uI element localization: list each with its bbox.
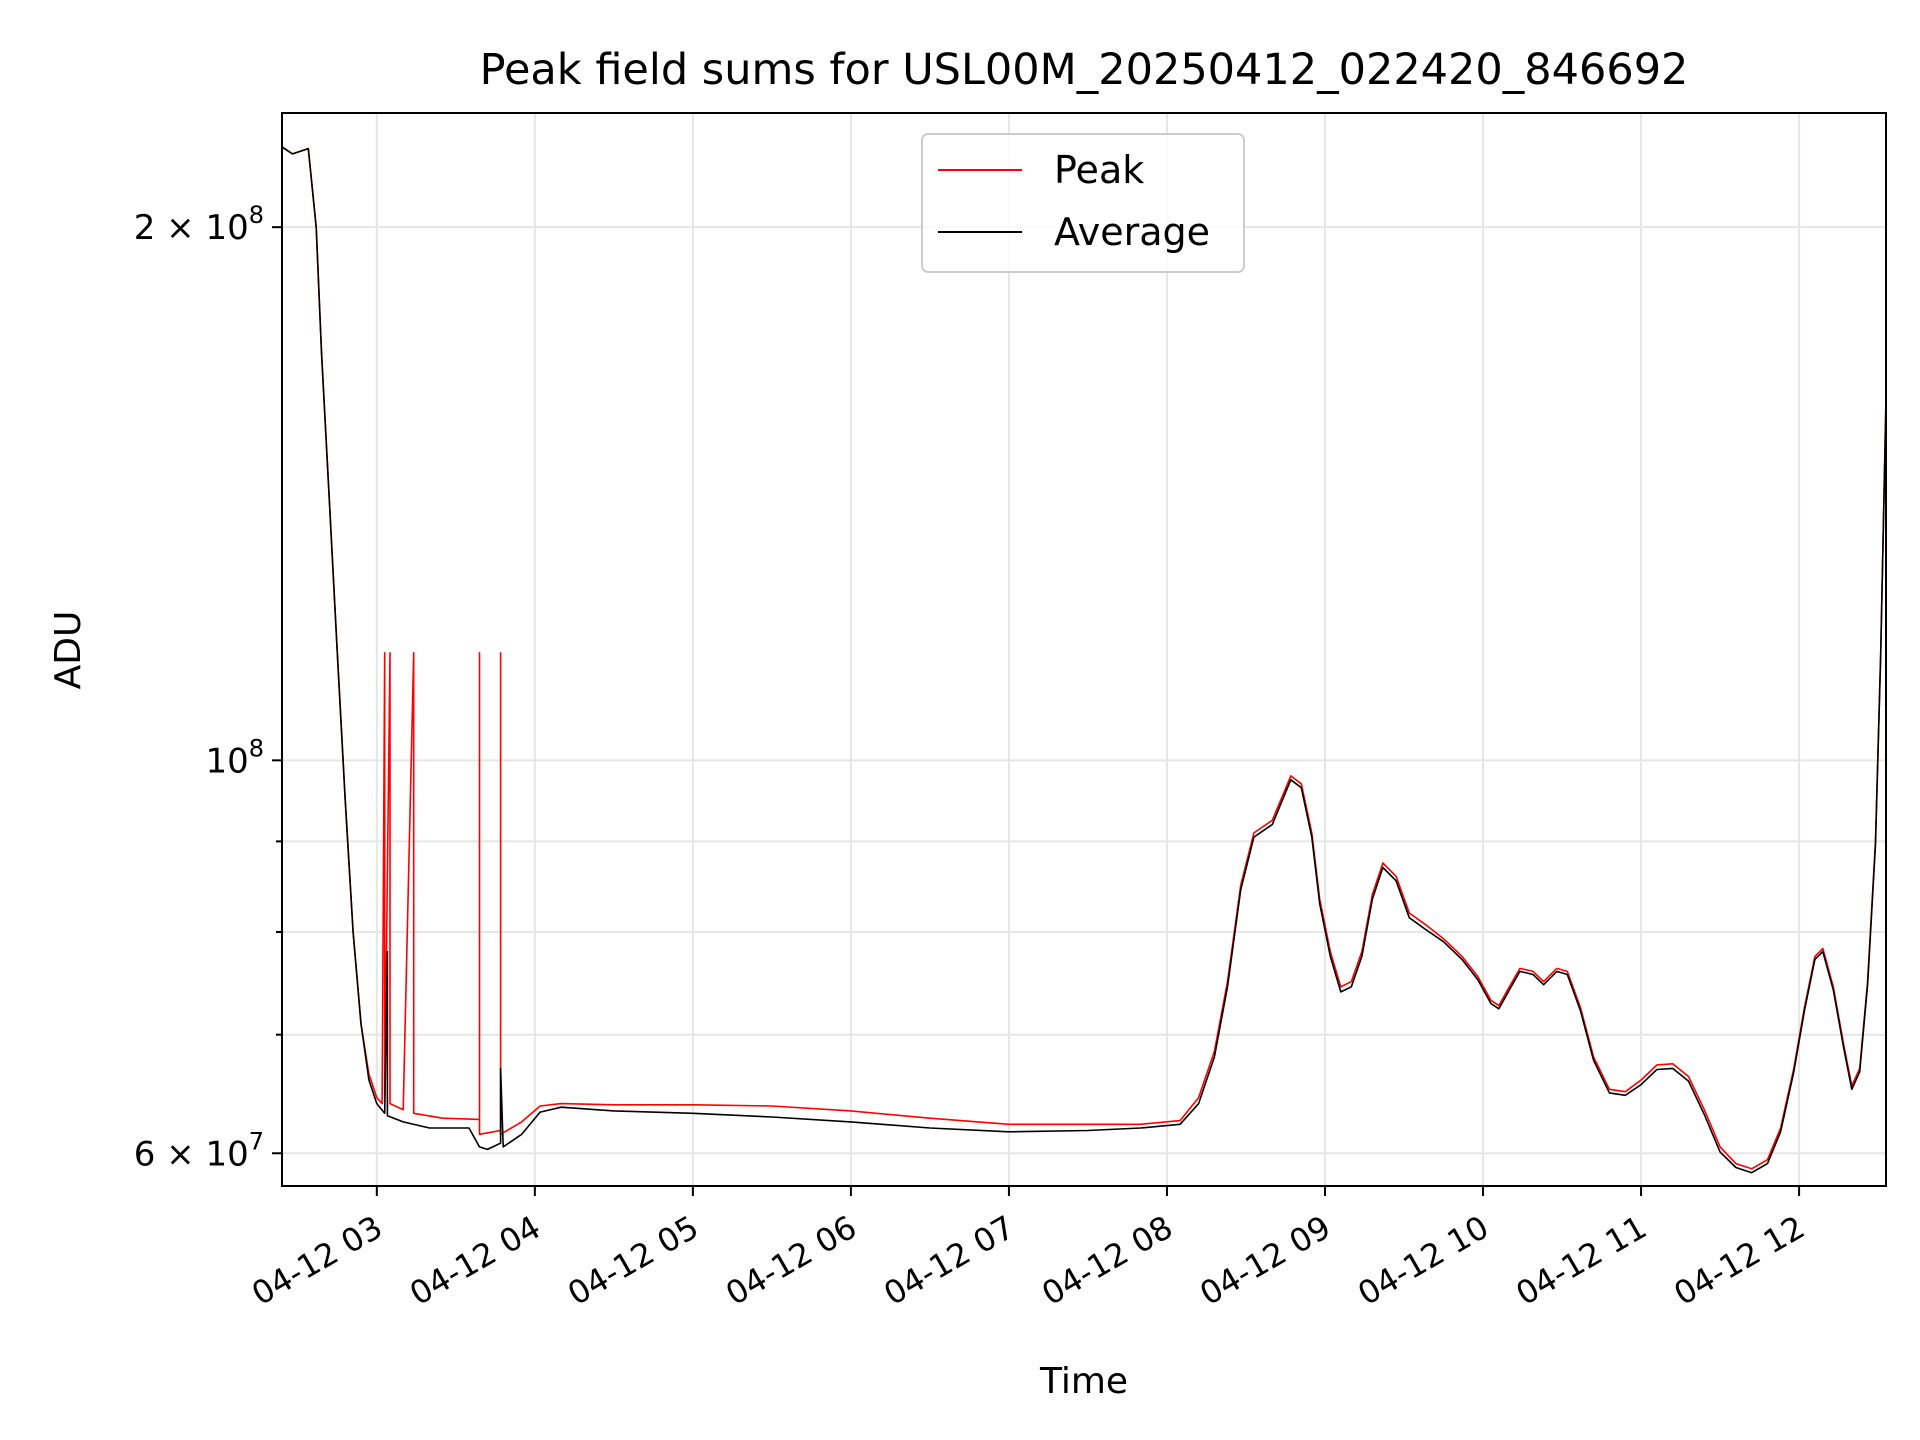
legend: Peak Average xyxy=(921,133,1245,273)
legend-box xyxy=(921,133,1245,273)
y-tick-label: 6 × 107 xyxy=(134,1127,264,1174)
x-axis-label: Time xyxy=(1039,1361,1128,1402)
plot-series xyxy=(282,146,1886,1174)
legend-label-peak: Peak xyxy=(1054,148,1144,192)
grid xyxy=(282,113,1886,1186)
y-tick-label: 2 × 108 xyxy=(134,201,264,248)
chart-title: Peak field sums for USL00M_20250412_0224… xyxy=(480,45,1689,95)
legend-label-average: Average xyxy=(1054,210,1210,254)
series-line-average xyxy=(282,146,1886,1174)
y-axis-label: ADU xyxy=(48,611,89,690)
plot-frame xyxy=(281,112,1887,1187)
